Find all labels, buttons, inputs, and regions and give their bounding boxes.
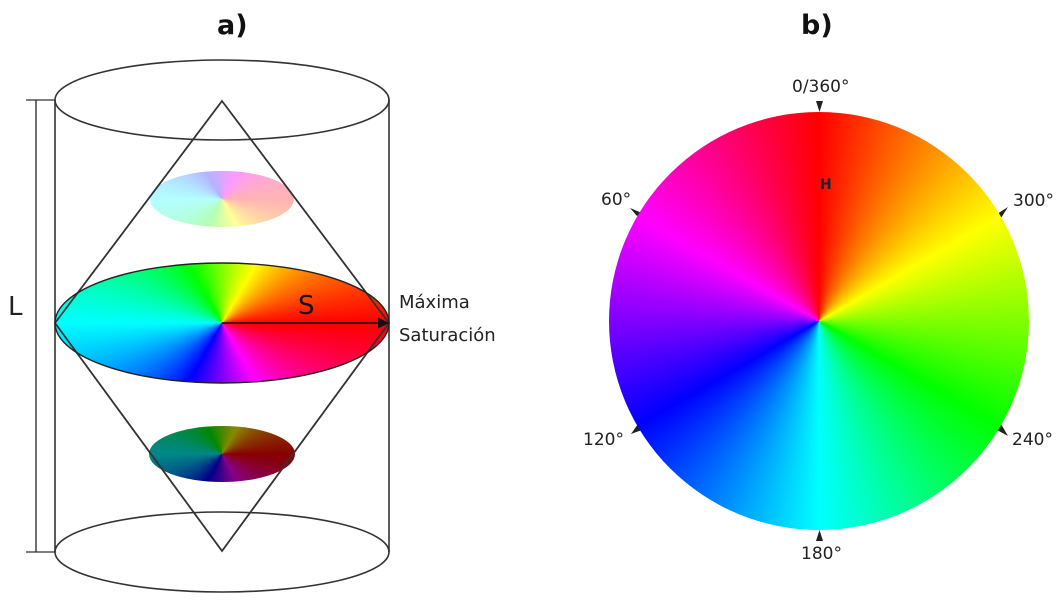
angle-label-top: 0/360° [792, 77, 850, 97]
angle-label-240: 240° [1012, 430, 1053, 450]
hue-color-wheel [609, 112, 1029, 530]
angle-marker-top [816, 101, 823, 112]
max-saturation-label-line1: Máxima [399, 292, 470, 313]
light-tint-disc [150, 171, 294, 227]
saturation-vector-label: S [298, 291, 315, 321]
angle-label-60: 60° [601, 190, 632, 210]
lightness-axis-label: L [8, 292, 23, 322]
max-saturation-label-line2: Saturación [399, 325, 496, 346]
angle-label-120: 120° [583, 430, 624, 450]
angle-marker-bottom [816, 530, 823, 541]
panel-a-label: a) [217, 10, 248, 41]
angle-label-bottom: 180° [801, 544, 842, 564]
angle-label-300: 300° [1013, 191, 1054, 211]
panel-b-label: b) [801, 10, 833, 41]
double-cone-outline [53, 99, 391, 553]
hue-label: H [820, 177, 832, 193]
dark-shade-disc [149, 426, 295, 482]
